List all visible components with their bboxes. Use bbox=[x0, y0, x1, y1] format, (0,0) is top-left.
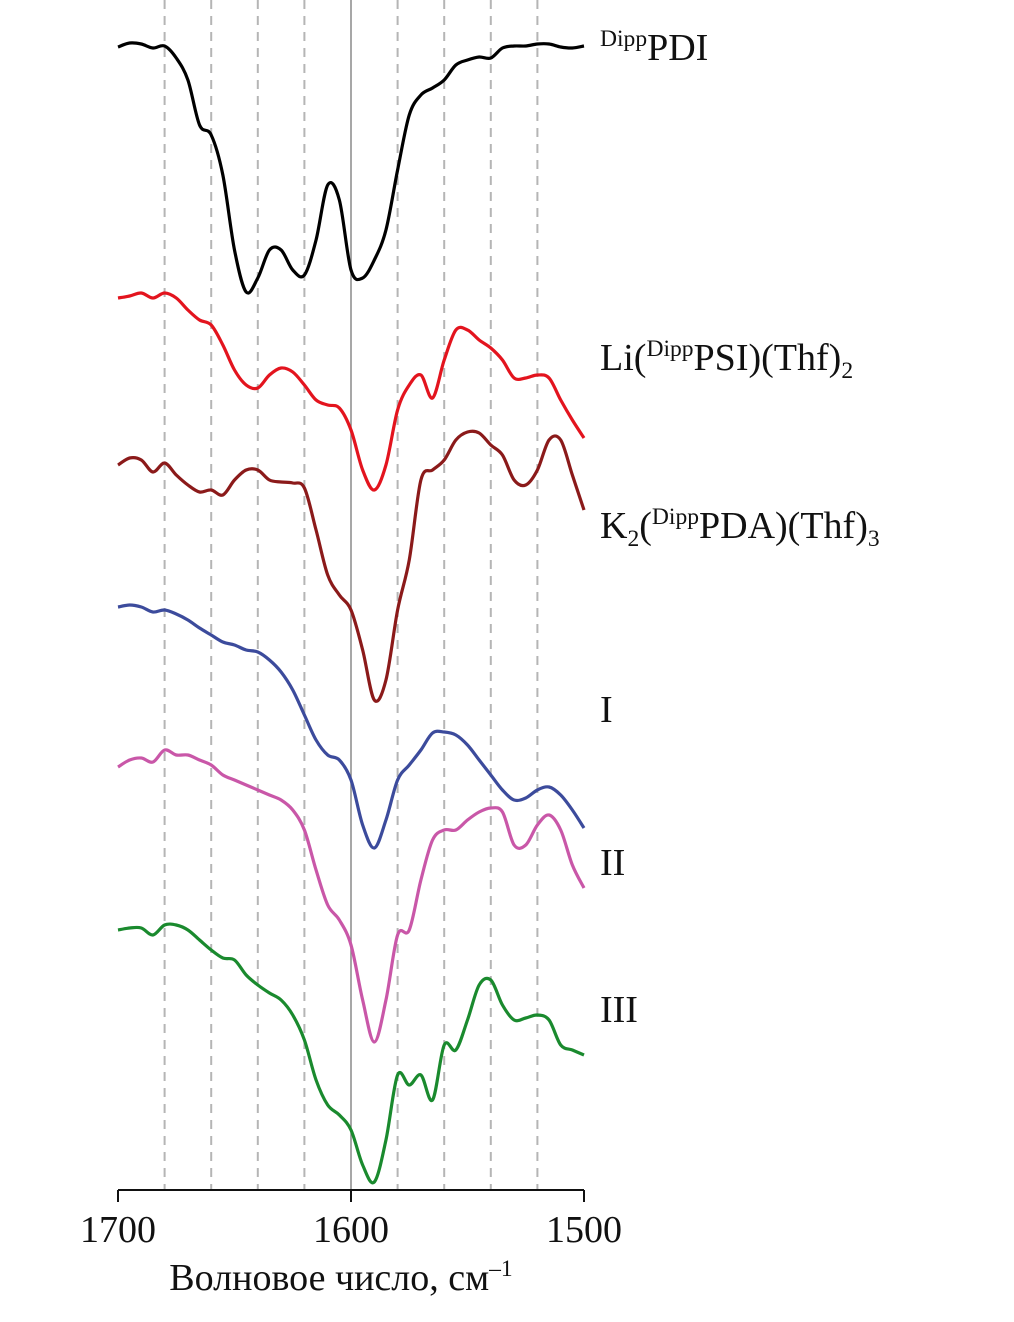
text-part: III bbox=[600, 989, 638, 1031]
text-part: I bbox=[600, 689, 613, 731]
series-label: Li(DippPSI)(Thf)2 bbox=[600, 336, 853, 385]
series-label: I bbox=[600, 689, 613, 731]
spectrum-line bbox=[117, 429, 586, 703]
text-part: ( bbox=[639, 505, 652, 547]
x-axis-label: Волновое число, см–1 bbox=[169, 1256, 512, 1299]
text-part: 2 bbox=[627, 526, 639, 552]
spectrum-line bbox=[117, 41, 585, 295]
series-label: III bbox=[600, 989, 638, 1031]
text-part: PDI bbox=[647, 27, 708, 69]
spectrum-line bbox=[117, 922, 585, 1185]
text-part: II bbox=[600, 842, 625, 884]
text-part: 3 bbox=[868, 526, 880, 552]
spectrum-line bbox=[117, 603, 586, 850]
series-label: K2(DippPDA)(Thf)3 bbox=[600, 504, 880, 553]
x-tick-label: 1500 bbox=[546, 1209, 622, 1251]
text-part: Dipp bbox=[600, 26, 647, 52]
text-part: PDA)(Thf) bbox=[699, 505, 868, 547]
text-part: Dipp bbox=[646, 336, 693, 362]
series-label: DippPDI bbox=[600, 26, 708, 69]
text-part: PSI)(Thf) bbox=[694, 337, 842, 379]
text-part: Dipp bbox=[652, 504, 699, 530]
x-tick-label: 1600 bbox=[313, 1209, 389, 1251]
spectrum-line bbox=[117, 748, 586, 1044]
text-part: 2 bbox=[841, 358, 853, 384]
text-part: K bbox=[600, 505, 628, 547]
text-part: –1 bbox=[488, 1256, 513, 1282]
text-part: Волновое число, см bbox=[169, 1257, 489, 1299]
series-label: II bbox=[600, 842, 625, 884]
x-tick-label: 1700 bbox=[80, 1209, 156, 1251]
text-part: Li( bbox=[600, 337, 646, 379]
spectrum-line bbox=[117, 291, 586, 492]
